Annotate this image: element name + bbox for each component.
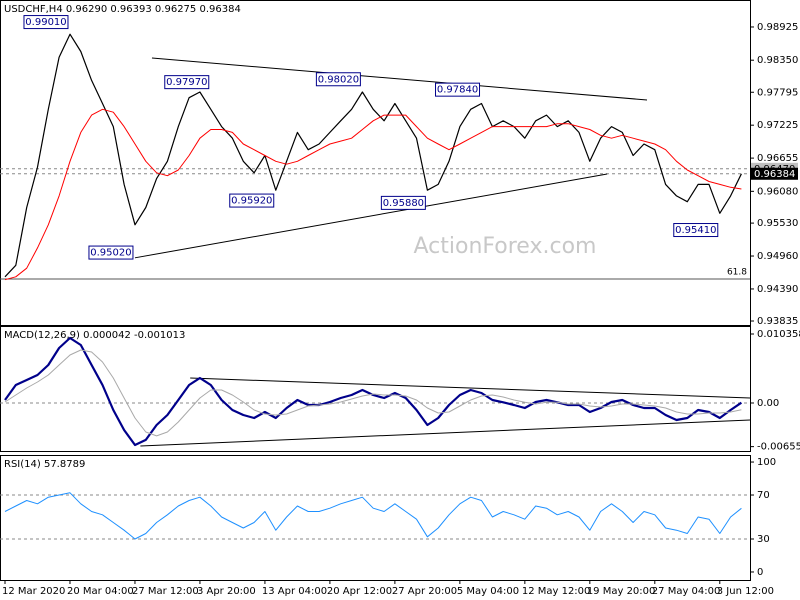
- price-annotation: 0.95020: [90, 248, 131, 259]
- price-annotation-box: [315, 72, 361, 87]
- panel-title: MACD(12,26,9) 0.000042 -0.001013: [4, 330, 185, 341]
- price-annotation: 0.99010: [25, 17, 66, 28]
- price-annotation: 0.95880: [383, 198, 424, 209]
- price-label: 0.96384: [754, 169, 795, 180]
- price-annotation-box: [380, 195, 426, 210]
- fib-label: 61.8: [727, 268, 747, 278]
- trendline: [190, 377, 751, 399]
- x-tick-label: 20 Apr 12:00: [327, 586, 392, 597]
- series-line: [4, 33, 742, 278]
- price-annotation: 0.98020: [318, 74, 359, 85]
- panel-title: RSI(14) 57.8789: [4, 459, 85, 470]
- series-line: [4, 108, 742, 281]
- x-tick-label: 27 Apr 20:00: [392, 586, 457, 597]
- price-annotation: 0.97970: [166, 77, 207, 88]
- y-tick-label: 30: [757, 534, 770, 545]
- y-tick-label: 0: [757, 567, 763, 578]
- series-line: [4, 336, 743, 447]
- x-tick-label: 13 Apr 04:00: [262, 586, 327, 597]
- x-tick-label: 3 Jun 12:00: [717, 586, 774, 597]
- y-tick-label: 0.95530: [757, 218, 798, 229]
- trendline: [151, 57, 648, 101]
- price-annotation-box: [673, 223, 719, 238]
- y-tick-label: 0.96080: [757, 186, 798, 197]
- rsi-panel-frame: [0, 455, 751, 581]
- y-tick-label: 0.98925: [757, 22, 798, 33]
- price-annotation: 0.97840: [437, 85, 478, 96]
- y-tick-label: 0.94960: [757, 251, 798, 262]
- y-tick-label: 0.97225: [757, 120, 798, 131]
- price-annotation: 0.95410: [675, 225, 716, 236]
- price-annotation-box: [229, 193, 275, 208]
- watermark: ActionForex.com: [414, 234, 597, 259]
- trendline: [134, 173, 608, 259]
- y-tick-label: 0.93835: [757, 316, 798, 327]
- price-label-box: [751, 167, 798, 180]
- y-tick-label: 0.97795: [757, 87, 798, 98]
- price-annotation: 0.95920: [231, 196, 272, 207]
- price-annotation-box: [23, 15, 69, 30]
- x-tick-label: 20 Mar 04:00: [67, 586, 134, 597]
- price-panel-frame: [0, 0, 751, 326]
- x-tick-label: 12 May 12:00: [522, 586, 591, 597]
- price-annotation-box: [164, 75, 210, 90]
- price-annotation-box: [88, 245, 134, 260]
- trendline: [140, 419, 751, 447]
- y-tick-label: 70: [757, 490, 770, 501]
- x-tick-label: 3 Apr 20:00: [197, 586, 256, 597]
- y-tick-label: 0.00: [757, 398, 779, 409]
- x-tick-label: 27 May 04:00: [652, 586, 721, 597]
- x-tick-label: 12 Mar 2020: [2, 586, 65, 597]
- x-tick-label: 5 May 04:00: [457, 586, 519, 597]
- series-line: [4, 492, 742, 540]
- panel-title: USDCHF,H4 0.96290 0.96393 0.96275 0.9638…: [4, 4, 241, 15]
- y-tick-label: 0.94390: [757, 284, 798, 295]
- series-line: [4, 349, 742, 437]
- price-annotation-box: [435, 82, 481, 97]
- macd-panel-frame: [0, 326, 751, 452]
- y-tick-label: 0.010358: [757, 329, 800, 340]
- y-tick-label: 0.98350: [757, 55, 798, 66]
- x-tick-label: 27 Mar 12:00: [132, 586, 199, 597]
- y-tick-label: 100: [757, 457, 776, 468]
- y-tick-label: 0.96655: [757, 153, 798, 164]
- y-tick-label: -0.006553: [757, 442, 800, 453]
- x-tick-label: 19 May 20:00: [587, 586, 656, 597]
